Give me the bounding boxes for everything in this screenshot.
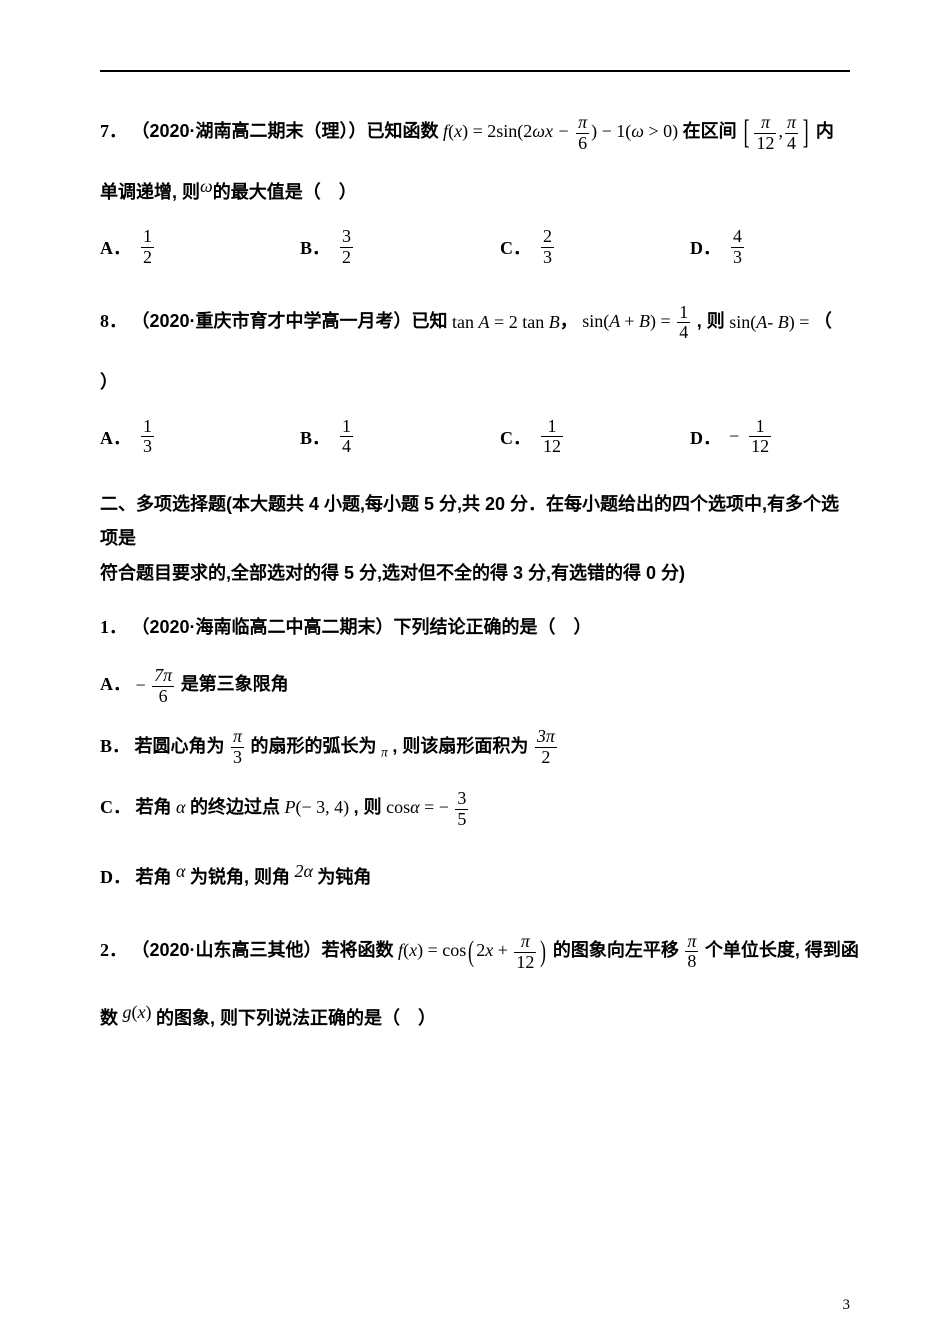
page-number: 3 — [843, 1297, 851, 1314]
section2-head: 二、多项选择题(本大题共 4 小题,每小题 5 分,共 20 分．在每小题给出的… — [100, 487, 850, 590]
q8-choices: A．13 B．14 C．112 D．− 112 — [100, 417, 850, 458]
q7-num: 7 — [100, 121, 109, 141]
q7-choices: A．12 B．32 C．23 D．43 — [100, 227, 850, 268]
q8-num: 8 — [100, 311, 109, 331]
q8-source: （2020·重庆市育才中学高一月考）已知 — [132, 311, 448, 331]
q7-source: （2020·湖南高二期末（理））已知函数 — [132, 121, 439, 141]
